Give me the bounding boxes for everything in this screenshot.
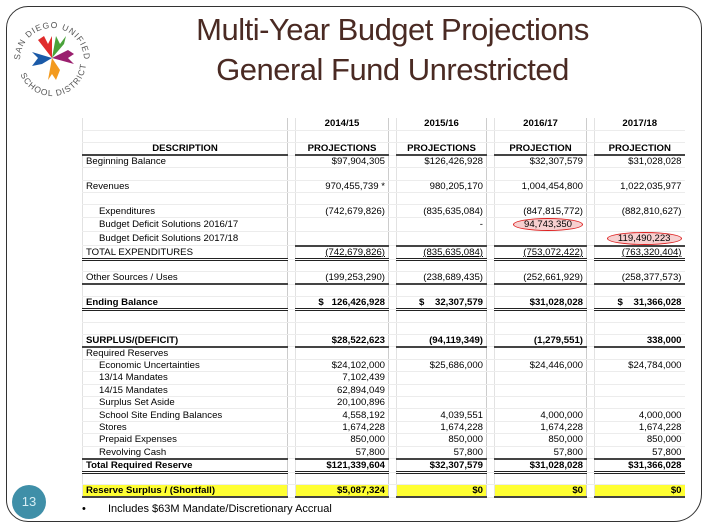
slide-frame — [6, 6, 702, 522]
table-row: Stores 1,674,228 1,674,228 1,674,228 1,6… — [82, 421, 685, 435]
year-header: 2014/15 — [295, 118, 389, 131]
title-line-2: General Fund Unrestricted — [216, 52, 569, 87]
table-row: 14/15 Mandates 62,894,049 — [82, 384, 685, 398]
table-row: Surplus Set Aside 20,100,896 — [82, 396, 685, 410]
table-row: Economic Uncertainties $24,102,000 $25,6… — [82, 359, 685, 373]
table-row: Other Sources / Uses (199,253,290) (238,… — [82, 271, 685, 286]
footnote-text: Includes $63M Mandate/Discretionary Accr… — [108, 503, 332, 515]
table-row: Expenditures (742,679,826) (835,635,084)… — [82, 204, 685, 218]
district-logo: SAN DIEGO UNIFIED SCHOOL DISTRICT — [12, 20, 92, 98]
circled-value: 119,490,223 — [606, 231, 682, 245]
column-header-description: DESCRIPTION — [82, 142, 288, 157]
table-row: Prepaid Expenses 850,000 850,000 850,000… — [82, 433, 685, 447]
table-row: Revenues 970,455,739 * 980,205,170 1,004… — [82, 180, 685, 194]
header-row: DESCRIPTION PROJECTIONS PROJECTIONS PROJ… — [82, 142, 685, 157]
svg-text:SAN DIEGO UNIFIED: SAN DIEGO UNIFIED — [12, 20, 92, 61]
title-line-1: Multi-Year Budget Projections — [196, 12, 589, 47]
circled-value: 94,743,350 — [512, 217, 583, 231]
table-row: School Site Ending Balances 4,558,192 4,… — [82, 408, 685, 422]
table-row: 13/14 Mandates 7,102,439 — [82, 371, 685, 385]
table-row: Ending Balance $ 126,426,928 $ 32,307,57… — [82, 296, 685, 312]
table-row: Budget Deficit Solutions 2016/17 - 94,74… — [82, 217, 685, 232]
table-row: Required Reserves — [82, 346, 685, 360]
slide-title: Multi-Year Budget Projections General Fu… — [120, 10, 665, 90]
table-row: SURPLUS/(DEFICIT) $28,522,623 (94,119,34… — [82, 334, 685, 348]
year-header: 2015/16 — [396, 118, 487, 131]
page-number-badge: 13 — [12, 485, 46, 519]
table-row: Total Required Reserve $121,339,604 $32,… — [82, 458, 685, 474]
budget-table: 2014/15 2015/16 2016/17 2017/18 DESCRIPT… — [82, 118, 685, 498]
table-row: Revolving Cash 57,800 57,800 57,800 57,8… — [82, 446, 685, 460]
table-row: Budget Deficit Solutions 2017/18 119,490… — [82, 231, 685, 247]
logo-text-top: SAN DIEGO UNIFIED — [12, 20, 91, 61]
year-row: 2014/15 2015/16 2016/17 2017/18 — [82, 118, 685, 131]
column-header: PROJECTION — [494, 142, 587, 157]
table-row: TOTAL EXPENDITURES (742,679,826) (835,63… — [82, 245, 685, 261]
table-row: Beginning Balance $97,904,305 $126,426,9… — [82, 155, 685, 169]
footnote: • Includes $63M Mandate/Discretionary Acc… — [82, 503, 332, 515]
column-header: PROJECTIONS — [396, 142, 487, 157]
star-logo-icon — [32, 36, 74, 80]
column-header: PROJECTION — [594, 142, 685, 157]
year-header: 2016/17 — [494, 118, 587, 131]
year-header: 2017/18 — [594, 118, 685, 131]
column-header: PROJECTIONS — [295, 142, 389, 157]
reserve-surplus-row: Reserve Surplus / (Shortfall) $5,087,324… — [82, 484, 685, 498]
bullet-icon: • — [82, 503, 86, 515]
